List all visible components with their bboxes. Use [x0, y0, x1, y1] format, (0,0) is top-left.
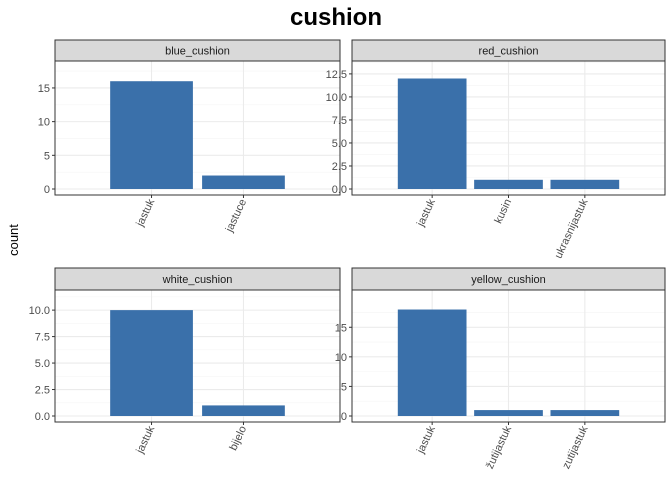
bar — [397, 309, 467, 416]
bar — [397, 78, 467, 189]
facet-strip — [351, 39, 666, 62]
x-tick-label: bijelo — [227, 424, 249, 452]
y-tick-label: 10.0 — [29, 305, 50, 317]
y-tick-label: 2.5 — [35, 385, 50, 397]
x-tick-label: jastuk — [134, 197, 158, 229]
y-tick-label: 15 — [38, 83, 50, 95]
facet-strip — [351, 267, 666, 291]
y-tick-label: 15 — [335, 322, 347, 334]
bar — [474, 410, 543, 416]
y-tick-label: 0.0 — [35, 411, 50, 423]
x-tick-label: jastuk — [414, 197, 438, 229]
bar — [474, 179, 543, 189]
y-tick-label: 2.5 — [332, 161, 347, 173]
chart-title: cushion — [289, 4, 382, 31]
y-tick-label: 5 — [341, 381, 347, 393]
x-tick-label: žutijastuk — [484, 424, 514, 471]
panel-background — [55, 290, 340, 422]
x-tick-label: zutijastuk — [560, 424, 590, 471]
facet-strip-label: blue_cushion — [165, 46, 230, 58]
y-tick-label: 7.5 — [35, 332, 50, 344]
bar — [202, 175, 285, 189]
panel-background — [55, 61, 340, 195]
bar — [202, 405, 285, 416]
x-tick-label: jastuce — [223, 197, 249, 235]
bar — [110, 310, 193, 416]
bar — [550, 410, 620, 416]
y-tick-label: 5.0 — [35, 358, 50, 370]
y-tick-label: 0.0 — [332, 184, 347, 196]
y-tick-label: 10 — [335, 352, 347, 364]
y-tick-label: 7.5 — [332, 115, 347, 127]
bar — [550, 179, 620, 189]
y-tick-label: 5 — [44, 150, 50, 162]
y-tick-label: 5.0 — [332, 138, 347, 150]
facet-strip — [54, 39, 341, 62]
y-tick-label: 0 — [341, 411, 347, 423]
facet-strip — [54, 267, 341, 291]
x-tick-label: jastuk — [414, 424, 438, 456]
x-tick-label: kusin — [492, 197, 514, 225]
y-tick-label: 10 — [38, 117, 50, 129]
facet-strip-label: white_cushion — [162, 274, 233, 286]
bar — [110, 81, 193, 189]
x-tick-label: jastuk — [134, 424, 158, 456]
y-tick-label: 0 — [44, 184, 50, 196]
y-tick-label: 12.5 — [326, 69, 347, 81]
facet-strip-label: red_cushion — [479, 46, 539, 58]
x-tick-label: ukrasnijastuk — [553, 197, 591, 261]
y-tick-label: 10.0 — [326, 92, 347, 104]
facet-strip-label: yellow_cushion — [471, 274, 546, 286]
